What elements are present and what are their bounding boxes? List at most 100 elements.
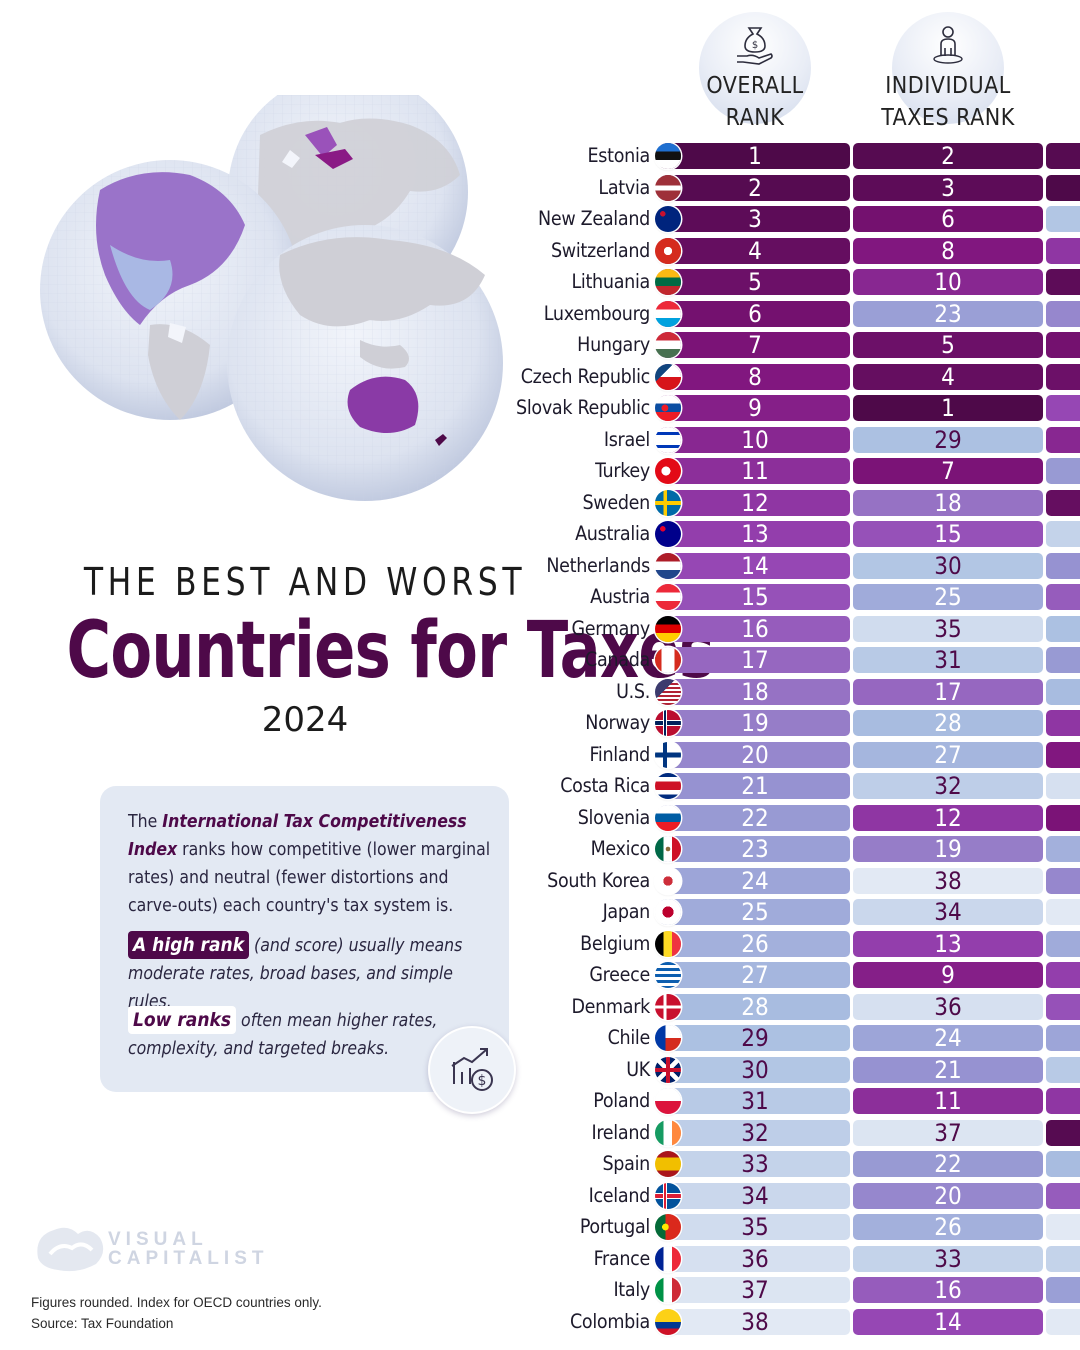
- next-rank-cell-partial: [1046, 363, 1080, 390]
- country-name: Lithuania: [571, 270, 650, 293]
- overall-rank-value: 32: [741, 1118, 769, 1147]
- info-paragraph-2: A high rank (and score) usually means mo…: [128, 931, 498, 1016]
- individual-rank-cell: 36: [853, 992, 1043, 1021]
- header-circle: $: [699, 12, 811, 124]
- country-name: Israel: [603, 427, 650, 451]
- overall-rank-value: 20: [741, 740, 769, 769]
- column-label-line: TAXES RANK: [881, 105, 1015, 131]
- table-row: Mexico 23 19: [0, 835, 1080, 867]
- overall-rank-cell: 25: [660, 899, 850, 925]
- country-name: Luxembourg: [543, 301, 651, 325]
- individual-rank-value: 10: [934, 268, 962, 296]
- table-row: Austria 15 25: [0, 583, 1080, 615]
- overall-rank-cell: 26: [660, 930, 850, 957]
- country-name: Greece: [589, 963, 650, 986]
- table-row: Latvia 2 3: [0, 174, 1080, 206]
- svg-text:$: $: [752, 40, 758, 51]
- flag-hu-icon: [655, 332, 681, 358]
- table-row: Israel 10 29: [0, 426, 1080, 458]
- table-row: Luxembourg 6 23: [0, 300, 1080, 332]
- overall-rank-value: 16: [741, 614, 769, 643]
- individual-rank-cell: 37: [853, 1119, 1043, 1146]
- overall-rank-cell: 4: [660, 236, 850, 265]
- individual-rank-value: 29: [934, 425, 962, 454]
- next-rank-cell-partial: [1046, 458, 1080, 484]
- individual-rank-value: 11: [934, 1087, 962, 1115]
- individual-rank-cell: 26: [853, 1214, 1043, 1240]
- individual-rank-cell: 35: [853, 615, 1043, 642]
- flag-be-icon: [655, 930, 681, 957]
- hand-money-bag-icon: $: [737, 27, 773, 65]
- individual-rank-cell: 18: [853, 488, 1043, 517]
- next-rank-cell-partial: [1046, 1056, 1080, 1083]
- individual-rank-cell: 23: [853, 300, 1043, 327]
- individual-rank-value: 6: [941, 205, 955, 233]
- overall-rank-cell: 12: [660, 489, 850, 516]
- overall-rank-cell: 16: [660, 614, 850, 643]
- flag-nz-icon: [655, 206, 681, 232]
- individual-rank-value: 7: [941, 457, 955, 485]
- individual-rank-value: 27: [934, 740, 962, 769]
- individual-rank-cell: 1: [853, 395, 1043, 421]
- flag-fr-icon: [655, 1245, 681, 1272]
- table-row: Lithuania 5 10: [0, 268, 1080, 300]
- individual-rank-value: 18: [934, 488, 962, 517]
- table-row: New Zealand 3 6: [0, 205, 1080, 237]
- index-name: International Tax Competitiveness Index: [128, 812, 467, 860]
- table-row: South Korea 24 38: [0, 867, 1080, 899]
- overall-rank-value: 4: [748, 236, 762, 265]
- next-rank-cell-partial: [1046, 647, 1080, 673]
- next-rank-cell-partial: [1046, 1214, 1080, 1240]
- overall-rank-cell: 17: [660, 647, 850, 673]
- individual-rank-value: 13: [934, 929, 962, 958]
- flag-it-icon: [655, 1277, 681, 1303]
- overall-rank-cell: 22: [660, 804, 850, 831]
- overall-rank-cell: 34: [660, 1181, 850, 1210]
- table-row: France 36 33: [0, 1245, 1080, 1277]
- individual-rank-value: 38: [934, 866, 962, 895]
- country-name: Poland: [593, 1089, 650, 1112]
- country-name: Canada: [585, 648, 650, 671]
- flag-lu-icon: [655, 300, 681, 327]
- next-rank-cell-partial: [1046, 584, 1080, 610]
- table-row: Belgium 26 13: [0, 930, 1080, 962]
- flag-au-icon: [655, 521, 681, 547]
- table-row: U.S. 18 17: [0, 678, 1080, 710]
- individual-rank-cell: 27: [853, 740, 1043, 769]
- table-row: Turkey 11 7: [0, 457, 1080, 489]
- flag-jp-icon: [655, 899, 681, 925]
- flag-is-icon: [655, 1182, 681, 1209]
- overall-rank-value: 25: [741, 898, 769, 926]
- next-rank-cell-partial: [1046, 930, 1080, 957]
- info-text: ranks how competitive (lower marginal ra…: [128, 840, 491, 916]
- individual-rank-cell: 16: [853, 1277, 1043, 1303]
- flag-kr-icon: [655, 867, 681, 894]
- overall-rank-value: 34: [741, 1181, 769, 1210]
- next-rank-cell-partial: [1046, 678, 1080, 705]
- globe-asia-pacific: [227, 225, 503, 501]
- column-label: INDIVIDUAL TAXES RANK: [868, 70, 1028, 134]
- overall-rank-value: 23: [741, 835, 769, 863]
- flag-cz-icon: [655, 363, 681, 390]
- country-name: Costa Rica: [560, 774, 650, 797]
- table-row: Iceland 34 20: [0, 1182, 1080, 1214]
- flag-sk-icon: [655, 395, 681, 421]
- individual-rank-value: 28: [934, 709, 962, 737]
- flag-se-icon: [655, 489, 681, 516]
- overall-rank-cell: 29: [660, 1025, 850, 1051]
- flag-il-icon: [655, 426, 681, 453]
- overall-rank-cell: 19: [660, 710, 850, 736]
- individual-rank-cell: 5: [853, 332, 1043, 358]
- individual-rank-cell: 33: [853, 1245, 1043, 1272]
- individual-rank-cell: 25: [853, 584, 1043, 610]
- individual-rank-cell: 13: [853, 929, 1043, 958]
- flag-ee-icon: [655, 143, 681, 169]
- individual-rank-value: 36: [934, 992, 962, 1021]
- flag-fi-icon: [655, 741, 681, 768]
- chart-dollar-icon: $: [428, 1026, 516, 1114]
- overall-rank-value: 2: [748, 173, 762, 202]
- overall-rank-cell: 15: [660, 584, 850, 610]
- overall-rank-value: 3: [748, 205, 762, 233]
- footnote: Figures rounded. Index for OECD countrie…: [31, 1295, 322, 1310]
- individual-rank-cell: 4: [853, 363, 1043, 390]
